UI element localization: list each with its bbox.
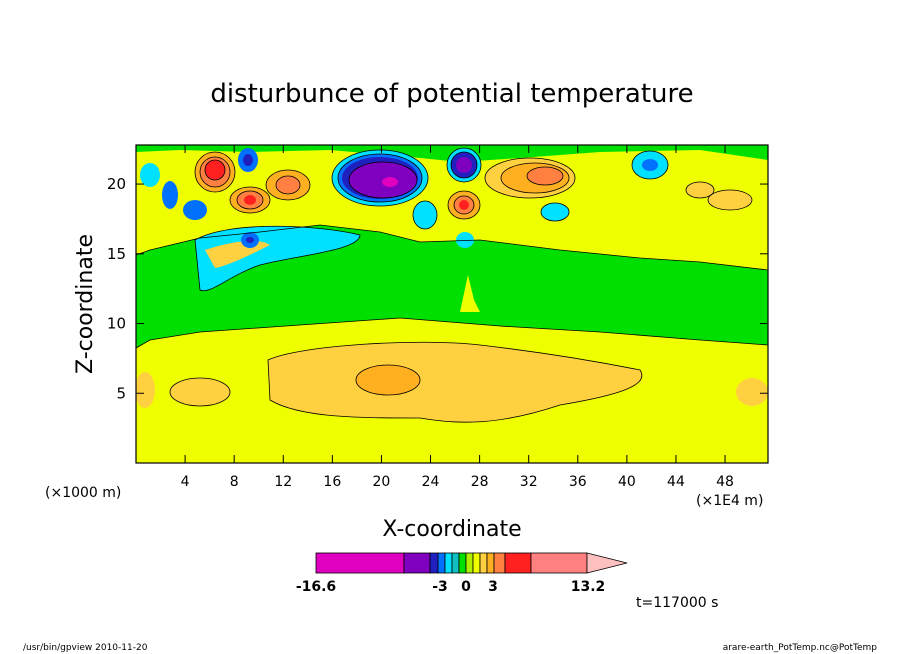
colorbar-segment xyxy=(451,552,460,574)
colorbar-segment xyxy=(486,552,495,574)
y-tick-label: 15 xyxy=(107,245,126,263)
time-label: t=117000 s xyxy=(636,595,718,611)
colorbar xyxy=(315,552,628,574)
x-offset-label: (×1E4 m) xyxy=(696,493,763,509)
colorbar-label: 13.2 xyxy=(571,579,606,595)
colorbar-segment xyxy=(493,552,506,574)
colorbar-segment xyxy=(530,552,588,574)
x-tick-label: 48 xyxy=(716,474,734,490)
x-unit-label: (×1000 m) xyxy=(45,485,121,501)
x-tick-label: 36 xyxy=(569,474,587,490)
y-tick-label: 5 xyxy=(116,384,126,402)
x-tick-label: 16 xyxy=(323,474,341,490)
colorbar-label: -3 xyxy=(432,579,448,595)
y-tick-label: 10 xyxy=(107,315,126,333)
colorbar-segment xyxy=(458,552,467,574)
x-tick-label: 8 xyxy=(230,474,239,490)
colorbar-segment xyxy=(504,552,532,574)
x-tick-label: 12 xyxy=(274,474,292,490)
x-tick-label: 40 xyxy=(618,474,636,490)
plot-frame xyxy=(135,144,769,464)
x-tick-label: 28 xyxy=(471,474,489,490)
footer-right: arare-earth_PotTemp.nc@PotTemp xyxy=(723,643,878,653)
x-axis-label: X-coordinate xyxy=(382,517,521,542)
colorbar-segment xyxy=(437,552,446,574)
y-axis-label: Z-coordinate xyxy=(73,234,98,374)
colorbar-label: 3 xyxy=(488,579,498,595)
x-tick-label: 32 xyxy=(520,474,538,490)
y-axis-ticks: 5 10 15 20 xyxy=(107,175,768,402)
colorbar-label: 0 xyxy=(461,579,471,595)
x-axis-ticks: 4 8 12 16 20 24 28 32 36 40 44 48 xyxy=(181,145,734,490)
colorbar-segment xyxy=(479,552,488,574)
colorbar-segment xyxy=(429,552,439,574)
colorbar-labels: -16.6 -3 0 3 13.2 xyxy=(296,579,605,595)
x-tick-label: 24 xyxy=(422,474,440,490)
colorbar-segment xyxy=(472,552,481,574)
contour-field xyxy=(136,145,768,463)
y-tick-label: 20 xyxy=(107,175,126,193)
x-tick-label: 20 xyxy=(373,474,391,490)
colorbar-segment xyxy=(465,552,474,574)
colorbar-segment xyxy=(315,552,405,574)
chart-title: disturbunce of potential temperature xyxy=(210,79,693,109)
colorbar-extend-arrow xyxy=(586,552,628,574)
colorbar-label: -16.6 xyxy=(296,579,336,595)
footer-left: /usr/bin/gpview 2010-11-20 xyxy=(23,643,148,653)
x-tick-label: 4 xyxy=(181,474,190,490)
colorbar-segment xyxy=(403,552,431,574)
x-tick-label: 44 xyxy=(667,474,685,490)
colorbar-segment xyxy=(444,552,453,574)
